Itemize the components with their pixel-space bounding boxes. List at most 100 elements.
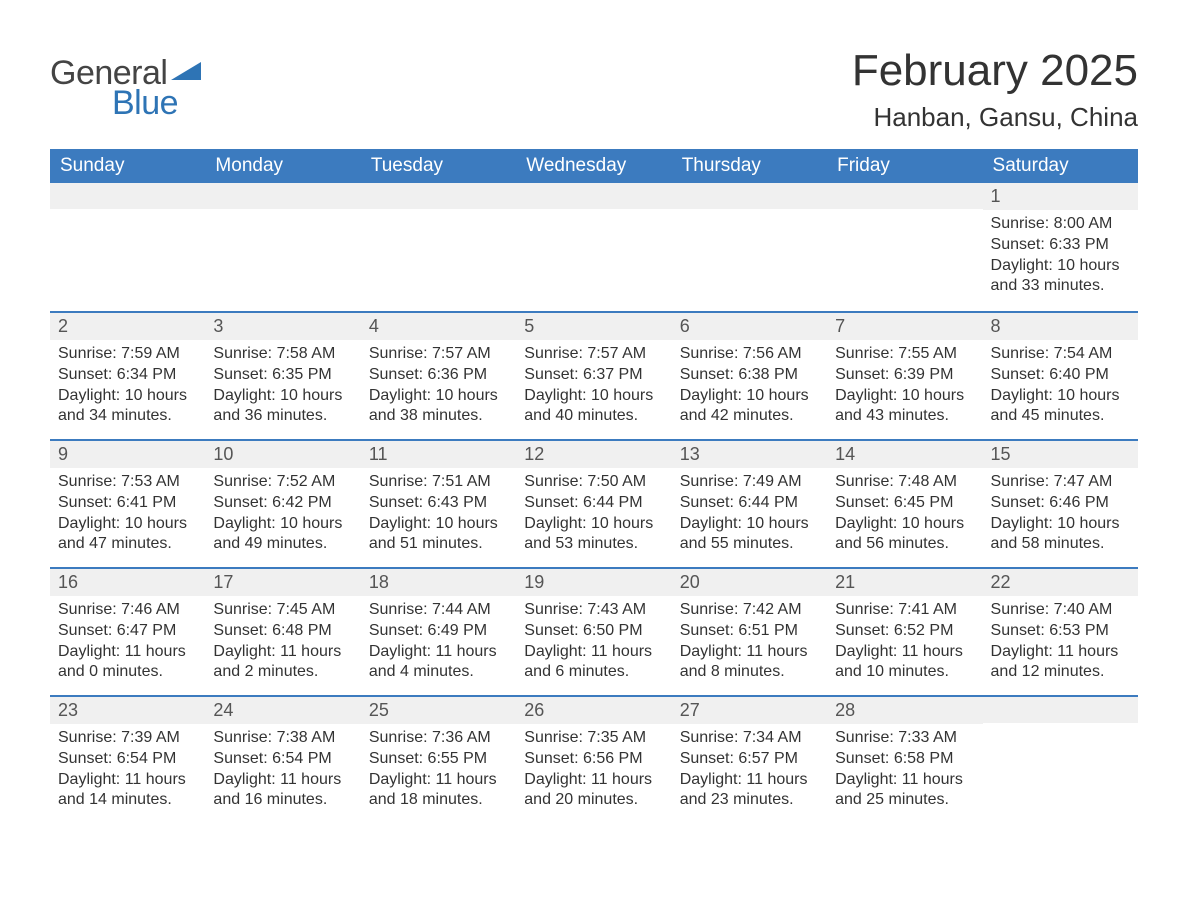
sunset-line: Sunset: 6:39 PM: [835, 365, 974, 386]
sunset-line: Sunset: 6:45 PM: [835, 493, 974, 514]
weeks-container: 1Sunrise: 8:00 AMSunset: 6:33 PMDaylight…: [50, 183, 1138, 823]
day-body: Sunrise: 7:36 AMSunset: 6:55 PMDaylight:…: [361, 724, 516, 821]
daylight-line-2: and 23 minutes.: [680, 790, 819, 811]
day-cell: [516, 183, 671, 311]
daylight-line-2: and 58 minutes.: [991, 534, 1130, 555]
day-number: 13: [672, 441, 827, 468]
daylight-line-2: and 34 minutes.: [58, 406, 197, 427]
day-cell: 11Sunrise: 7:51 AMSunset: 6:43 PMDayligh…: [361, 441, 516, 567]
week-row: 16Sunrise: 7:46 AMSunset: 6:47 PMDayligh…: [50, 567, 1138, 695]
daylight-line-2: and 36 minutes.: [213, 406, 352, 427]
daylight-line-2: and 8 minutes.: [680, 662, 819, 683]
day-number: 11: [361, 441, 516, 468]
day-cell: 15Sunrise: 7:47 AMSunset: 6:46 PMDayligh…: [983, 441, 1138, 567]
sunset-line: Sunset: 6:43 PM: [369, 493, 508, 514]
sunrise-line: Sunrise: 7:52 AM: [213, 472, 352, 493]
day-number: 7: [827, 313, 982, 340]
day-cell: 14Sunrise: 7:48 AMSunset: 6:45 PMDayligh…: [827, 441, 982, 567]
daylight-line-1: Daylight: 10 hours: [58, 386, 197, 407]
day-number: 1: [983, 183, 1138, 210]
location: Hanban, Gansu, China: [852, 102, 1138, 133]
sunset-line: Sunset: 6:51 PM: [680, 621, 819, 642]
day-cell: 19Sunrise: 7:43 AMSunset: 6:50 PMDayligh…: [516, 569, 671, 695]
daylight-line-1: Daylight: 11 hours: [680, 642, 819, 663]
daylight-line-2: and 33 minutes.: [991, 276, 1130, 297]
day-body: [50, 209, 205, 223]
day-body: [205, 209, 360, 223]
daylight-line-1: Daylight: 11 hours: [835, 770, 974, 791]
daylight-line-1: Daylight: 10 hours: [213, 514, 352, 535]
day-number: 15: [983, 441, 1138, 468]
day-number: 21: [827, 569, 982, 596]
day-body: Sunrise: 7:52 AMSunset: 6:42 PMDaylight:…: [205, 468, 360, 565]
daylight-line-1: Daylight: 11 hours: [835, 642, 974, 663]
day-cell: 10Sunrise: 7:52 AMSunset: 6:42 PMDayligh…: [205, 441, 360, 567]
sunrise-line: Sunrise: 7:40 AM: [991, 600, 1130, 621]
sunset-line: Sunset: 6:35 PM: [213, 365, 352, 386]
daylight-line-2: and 40 minutes.: [524, 406, 663, 427]
sunset-line: Sunset: 6:56 PM: [524, 749, 663, 770]
sunrise-line: Sunrise: 7:42 AM: [680, 600, 819, 621]
week-row: 9Sunrise: 7:53 AMSunset: 6:41 PMDaylight…: [50, 439, 1138, 567]
logo-triangle-icon: [171, 60, 201, 84]
sunrise-line: Sunrise: 7:44 AM: [369, 600, 508, 621]
day-number: [672, 183, 827, 209]
dow-tuesday: Tuesday: [361, 149, 516, 183]
sunrise-line: Sunrise: 7:41 AM: [835, 600, 974, 621]
sunset-line: Sunset: 6:41 PM: [58, 493, 197, 514]
week-row: 23Sunrise: 7:39 AMSunset: 6:54 PMDayligh…: [50, 695, 1138, 823]
month-title: February 2025: [852, 46, 1138, 96]
day-body: Sunrise: 7:42 AMSunset: 6:51 PMDaylight:…: [672, 596, 827, 693]
sunrise-line: Sunrise: 7:56 AM: [680, 344, 819, 365]
daylight-line-2: and 10 minutes.: [835, 662, 974, 683]
day-body: Sunrise: 7:47 AMSunset: 6:46 PMDaylight:…: [983, 468, 1138, 565]
daylight-line-2: and 4 minutes.: [369, 662, 508, 683]
day-number: 26: [516, 697, 671, 724]
daylight-line-2: and 20 minutes.: [524, 790, 663, 811]
day-number: 12: [516, 441, 671, 468]
day-cell: 24Sunrise: 7:38 AMSunset: 6:54 PMDayligh…: [205, 697, 360, 823]
day-cell: 2Sunrise: 7:59 AMSunset: 6:34 PMDaylight…: [50, 313, 205, 439]
dow-saturday: Saturday: [983, 149, 1138, 183]
sunset-line: Sunset: 6:57 PM: [680, 749, 819, 770]
day-body: Sunrise: 7:57 AMSunset: 6:36 PMDaylight:…: [361, 340, 516, 437]
day-body: [983, 723, 1138, 737]
day-cell: [672, 183, 827, 311]
day-number: 6: [672, 313, 827, 340]
day-cell: 1Sunrise: 8:00 AMSunset: 6:33 PMDaylight…: [983, 183, 1138, 311]
daylight-line-1: Daylight: 10 hours: [524, 514, 663, 535]
sunset-line: Sunset: 6:54 PM: [213, 749, 352, 770]
sunset-line: Sunset: 6:48 PM: [213, 621, 352, 642]
daylight-line-1: Daylight: 10 hours: [524, 386, 663, 407]
sunrise-line: Sunrise: 7:57 AM: [369, 344, 508, 365]
day-body: Sunrise: 8:00 AMSunset: 6:33 PMDaylight:…: [983, 210, 1138, 307]
sunrise-line: Sunrise: 7:35 AM: [524, 728, 663, 749]
sunset-line: Sunset: 6:33 PM: [991, 235, 1130, 256]
daylight-line-1: Daylight: 10 hours: [835, 386, 974, 407]
day-number: 18: [361, 569, 516, 596]
daylight-line-1: Daylight: 10 hours: [213, 386, 352, 407]
day-body: Sunrise: 7:58 AMSunset: 6:35 PMDaylight:…: [205, 340, 360, 437]
day-number: 24: [205, 697, 360, 724]
day-cell: 28Sunrise: 7:33 AMSunset: 6:58 PMDayligh…: [827, 697, 982, 823]
day-body: Sunrise: 7:44 AMSunset: 6:49 PMDaylight:…: [361, 596, 516, 693]
dow-friday: Friday: [827, 149, 982, 183]
daylight-line-2: and 51 minutes.: [369, 534, 508, 555]
day-cell: 20Sunrise: 7:42 AMSunset: 6:51 PMDayligh…: [672, 569, 827, 695]
day-number: 17: [205, 569, 360, 596]
day-cell: 23Sunrise: 7:39 AMSunset: 6:54 PMDayligh…: [50, 697, 205, 823]
sunrise-line: Sunrise: 7:58 AM: [213, 344, 352, 365]
day-body: Sunrise: 7:33 AMSunset: 6:58 PMDaylight:…: [827, 724, 982, 821]
title-block: February 2025 Hanban, Gansu, China: [852, 46, 1138, 143]
sunset-line: Sunset: 6:46 PM: [991, 493, 1130, 514]
sunrise-line: Sunrise: 7:43 AM: [524, 600, 663, 621]
daylight-line-1: Daylight: 10 hours: [991, 256, 1130, 277]
sunrise-line: Sunrise: 7:50 AM: [524, 472, 663, 493]
day-cell: 4Sunrise: 7:57 AMSunset: 6:36 PMDaylight…: [361, 313, 516, 439]
day-body: Sunrise: 7:46 AMSunset: 6:47 PMDaylight:…: [50, 596, 205, 693]
header: General Blue February 2025 Hanban, Gansu…: [50, 46, 1138, 143]
calendar: SundayMondayTuesdayWednesdayThursdayFrid…: [50, 149, 1138, 823]
day-cell: 22Sunrise: 7:40 AMSunset: 6:53 PMDayligh…: [983, 569, 1138, 695]
day-number: [205, 183, 360, 209]
sunrise-line: Sunrise: 7:33 AM: [835, 728, 974, 749]
